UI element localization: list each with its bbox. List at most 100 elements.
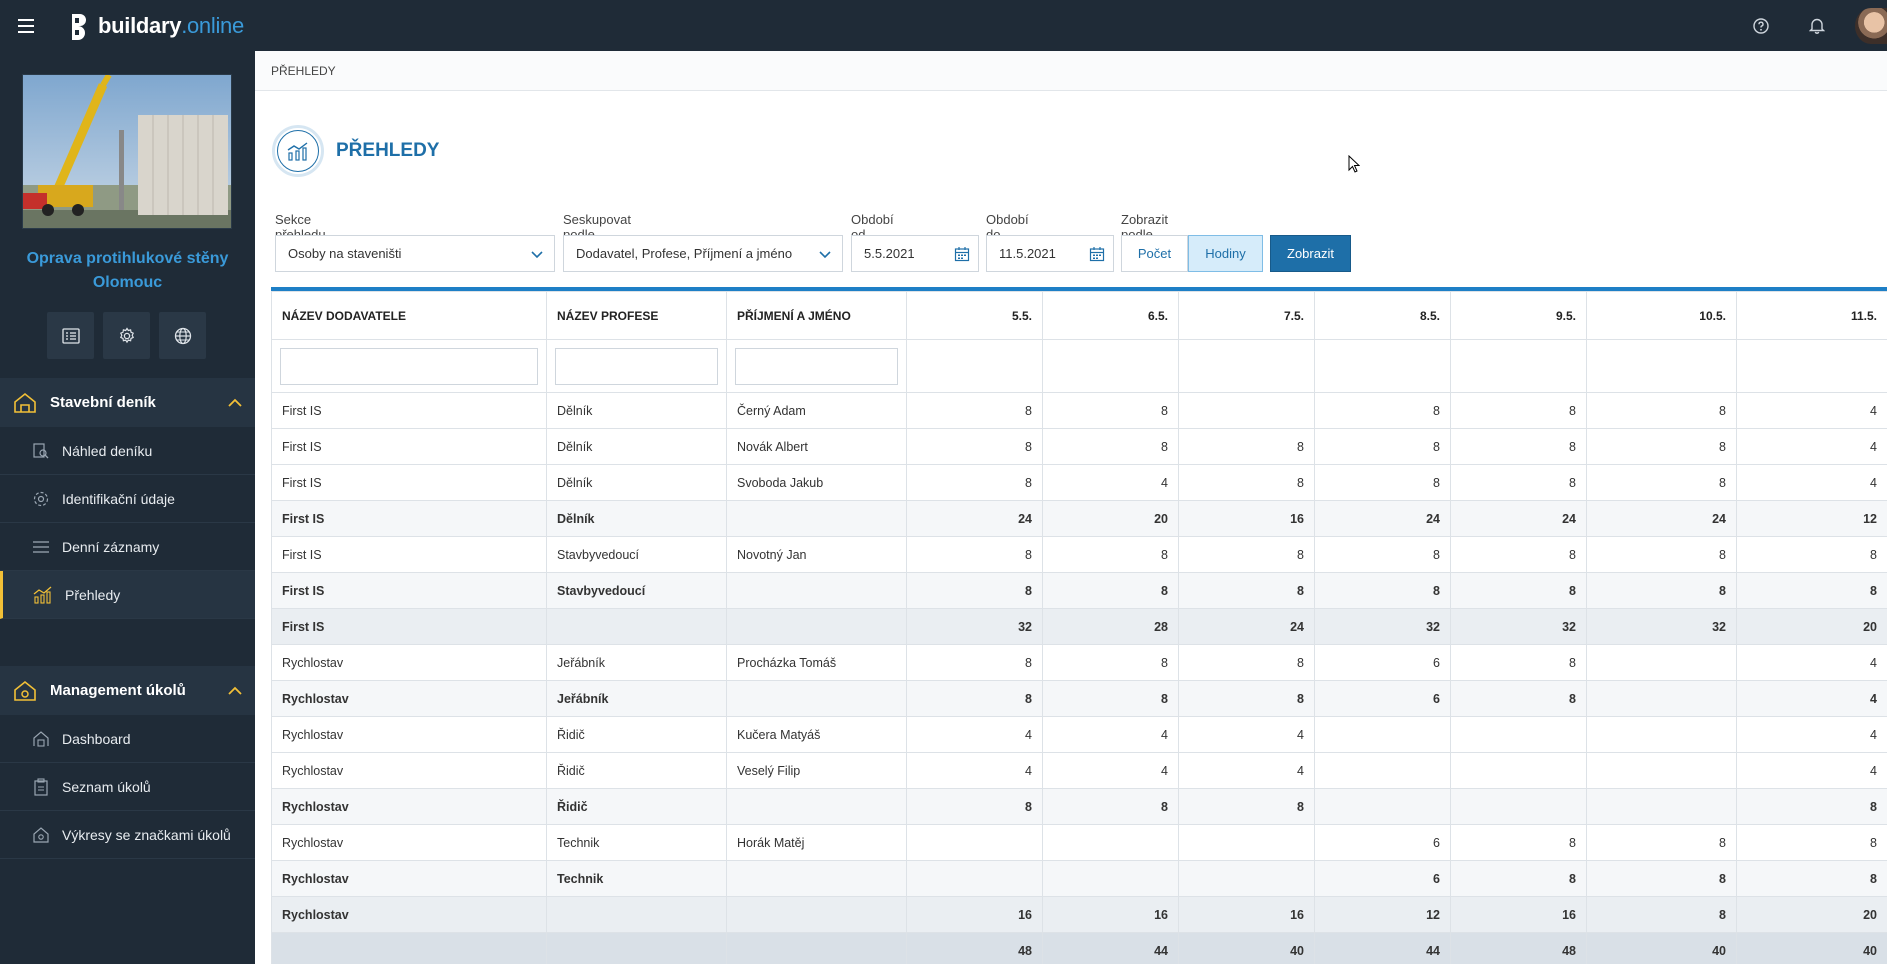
table-row[interactable]: Rychlostav Řidič Veselý Filip 4 4 4 4	[271, 752, 1887, 789]
table-row[interactable]: First IS Stavbyvedoucí Novotný Jan 8 8 8 8 8 8 8	[271, 536, 1887, 573]
group-select[interactable]: Dodavatel, Profese, Příjmení a jméno	[563, 235, 843, 272]
column-header[interactable]: 7.5.	[1178, 291, 1315, 340]
date-to-field[interactable]: 11.5.2021	[986, 235, 1114, 272]
table-cell	[1042, 824, 1179, 861]
table-cell: 24	[906, 500, 1043, 537]
house-settings-icon	[14, 680, 36, 701]
sidebar-item-label: Výkresy se značkami úkolů	[62, 826, 231, 843]
help-icon[interactable]	[1733, 0, 1789, 51]
table-cell: 4	[1736, 716, 1887, 753]
sidebar-item-identifikacni-udaje[interactable]: Identifikační údaje	[0, 475, 255, 523]
column-header[interactable]: NÁZEV DODAVATELE	[271, 291, 547, 340]
table-cell	[1586, 752, 1737, 789]
table-cell	[1178, 860, 1315, 897]
table-cell: First IS	[271, 500, 547, 537]
table-cell: 40	[1736, 932, 1887, 964]
table-cell: Rychlostav	[271, 860, 547, 897]
table-cell	[1042, 860, 1179, 897]
chevron-up-icon	[228, 686, 242, 695]
subtotal-row[interactable]: Rychlostav Technik 6 8 8 8	[271, 860, 1887, 897]
project-list-button[interactable]	[47, 312, 94, 359]
show-button[interactable]: Zobrazit	[1270, 235, 1351, 272]
toggle-count-button[interactable]: Počet	[1121, 235, 1188, 272]
table-cell: Dělník	[546, 392, 727, 429]
column-header[interactable]: PŘÍJMENÍ A JMÉNO	[726, 291, 907, 340]
column-header[interactable]: 8.5.	[1314, 291, 1451, 340]
table-cell: 8	[1450, 644, 1587, 681]
supplier-filter-input[interactable]	[280, 347, 538, 385]
subtotal-row[interactable]: First IS Stavbyvedoucí 8 8 8 8 8 8 8	[271, 572, 1887, 609]
toggle-hours-button[interactable]: Hodiny	[1188, 235, 1263, 272]
notification-bell-icon[interactable]	[1789, 0, 1845, 51]
logo-icon	[72, 13, 86, 40]
table-cell: Kučera Matyáš	[726, 716, 907, 753]
section-select[interactable]: Osoby na staveništi	[275, 235, 555, 272]
column-header[interactable]: 10.5.	[1586, 291, 1737, 340]
table-cell	[906, 824, 1043, 861]
sidebar-item-denni-zaznamy[interactable]: Denní záznamy	[0, 523, 255, 571]
table-cell	[1314, 752, 1451, 789]
table-cell: 8	[1042, 572, 1179, 609]
table-cell: 8	[1042, 392, 1179, 429]
section-management-ukolu[interactable]: Management úkolů	[0, 666, 255, 715]
table-cell	[546, 932, 727, 964]
logo[interactable]: buildary.online	[70, 0, 244, 51]
project-title-line1[interactable]: Oprava protihlukové stěny	[26, 250, 229, 267]
show-by-label: Zobrazit podle	[1121, 212, 1168, 242]
sidebar-item-label: Identifikační údaje	[62, 490, 175, 507]
column-header[interactable]: 9.5.	[1450, 291, 1587, 340]
sidebar-item-vykresy[interactable]: Výkresy se značkami úkolů	[0, 811, 255, 859]
breadcrumb: PŘEHLEDY	[255, 51, 1887, 91]
table-row[interactable]: First IS Dělník Novák Albert 8 8 8 8 8 8 4	[271, 428, 1887, 465]
sidebar-item-dashboard[interactable]: Dashboard	[0, 715, 255, 763]
column-header[interactable]: 11.5.	[1736, 291, 1887, 340]
sidebar-item-nahled-deniku[interactable]: Náhled deníku	[0, 427, 255, 475]
menu-icon[interactable]	[0, 0, 52, 51]
table-cell: Procházka Tomáš	[726, 644, 907, 681]
subtotal-row[interactable]: Rychlostav Řidič 8 8 8 8	[271, 788, 1887, 825]
date-to-value: 11.5.2021	[999, 246, 1056, 261]
column-header[interactable]: 5.5.	[906, 291, 1043, 340]
project-web-button[interactable]	[159, 312, 206, 359]
avatar[interactable]	[1855, 7, 1887, 44]
gear-icon	[33, 491, 49, 506]
drawing-icon	[33, 826, 49, 843]
calendar-icon[interactable]	[954, 246, 970, 262]
section-stavebni-denik[interactable]: Stavební deník	[0, 378, 255, 427]
mouse-cursor-icon	[1348, 155, 1360, 173]
table-cell: Horák Matěj	[726, 824, 907, 861]
subtotal-row[interactable]: Rychlostav Jeřábník 8 8 8 6 8 4	[271, 680, 1887, 717]
project-settings-button[interactable]	[103, 312, 150, 359]
calendar-icon[interactable]	[1089, 246, 1105, 262]
table-cell: 12	[1314, 896, 1451, 933]
table-cell: 8	[1178, 464, 1315, 501]
table-row[interactable]: Rychlostav Řidič Kučera Matyáš 4 4 4 4	[271, 716, 1887, 753]
sidebar-item-label: Denní záznamy	[62, 538, 160, 555]
project-title-line2[interactable]: Olomouc	[92, 274, 163, 291]
table-cell: 8	[1042, 536, 1179, 573]
project-photo	[22, 74, 232, 229]
table-cell	[546, 608, 727, 645]
column-header[interactable]: 6.5.	[1042, 291, 1179, 340]
list-icon	[33, 540, 49, 553]
column-header[interactable]: NÁZEV PROFESE	[546, 291, 727, 340]
sidebar-item-seznam-ukolu[interactable]: Seznam úkolů	[0, 763, 255, 811]
total-row[interactable]: Rychlostav 16 16 16 12 16 8 20	[271, 896, 1887, 933]
subtotal-row[interactable]: First IS Dělník 24 20 16 24 24 24 12	[271, 500, 1887, 537]
table-row[interactable]: First IS Dělník Svoboda Jakub 8 4 8 8 8 8 4	[271, 464, 1887, 501]
table-row[interactable]: Rychlostav Technik Horák Matěj 6 8 8 8	[271, 824, 1887, 861]
name-filter-input[interactable]	[735, 347, 898, 385]
date-from-label: Období od	[851, 212, 894, 242]
grand-row[interactable]: 48 44 40 44 48 40 40	[271, 932, 1887, 964]
table-row[interactable]: Rychlostav Jeřábník Procházka Tomáš 8 8 8 6 8 4	[271, 644, 1887, 681]
table-cell: 40	[1178, 932, 1315, 964]
table-row[interactable]: First IS Dělník Černý Adam 8 8 8 8 8 4	[271, 392, 1887, 429]
table-cell: Novák Albert	[726, 428, 907, 465]
date-from-field[interactable]: 5.5.2021	[851, 235, 979, 272]
table-cell: 4	[1736, 428, 1887, 465]
profession-filter-input[interactable]	[555, 347, 718, 385]
table-cell: 40	[1586, 932, 1737, 964]
total-row[interactable]: First IS 32 28 24 32 32 32 20	[271, 608, 1887, 645]
table-cell: 4	[1736, 752, 1887, 789]
sidebar-item-prehledy[interactable]: Přehledy	[0, 571, 255, 619]
